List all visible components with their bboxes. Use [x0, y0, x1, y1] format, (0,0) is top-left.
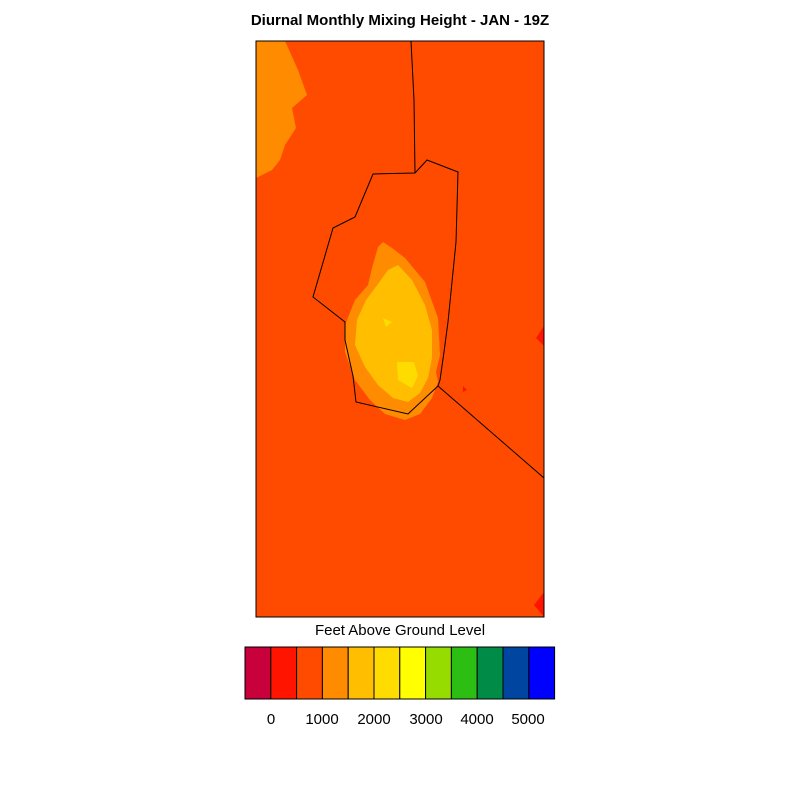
map-title: Diurnal Monthly Mixing Height - JAN - 19…	[250, 12, 550, 29]
contour-region-upper-left	[256, 41, 307, 178]
boundary-southeast	[437, 385, 545, 479]
colorbar-swatch	[373, 646, 401, 700]
boundary-central-region	[312, 159, 459, 415]
colorbar-tick-label: 3000	[409, 711, 443, 728]
colorbar-tick-label: 4000	[460, 711, 494, 728]
colorbar-swatch	[450, 646, 478, 700]
map-frame	[255, 40, 545, 618]
colorbar-swatch	[476, 646, 504, 700]
contour-red-dot	[463, 386, 467, 392]
mixing-height-map	[255, 40, 545, 618]
colorbar-swatch	[425, 646, 452, 700]
colorbar-title: Feet Above Ground Level	[314, 622, 486, 639]
colorbar-tick-label: 1000	[305, 711, 339, 728]
colorbar-swatch	[347, 646, 375, 700]
colorbar-swatch	[321, 646, 349, 700]
colorbar-tick-label: 2000	[357, 711, 391, 728]
colorbar-swatch	[296, 646, 323, 700]
colorbar-swatch	[244, 646, 272, 700]
contour-red-bottom-right	[534, 592, 544, 617]
contour-spot-lower	[397, 362, 418, 388]
contour-spot-upper	[383, 318, 392, 327]
colorbar	[244, 646, 556, 700]
boundary-north	[410, 40, 416, 174]
colorbar-tick-label: 5000	[511, 711, 545, 728]
contour-red-right-edge	[536, 326, 544, 346]
colorbar-tick-label: 0	[266, 711, 276, 728]
colorbar-swatch	[270, 646, 298, 700]
colorbar-swatch	[502, 646, 530, 700]
colorbar-swatch	[528, 646, 556, 700]
colorbar-swatch	[399, 646, 427, 700]
